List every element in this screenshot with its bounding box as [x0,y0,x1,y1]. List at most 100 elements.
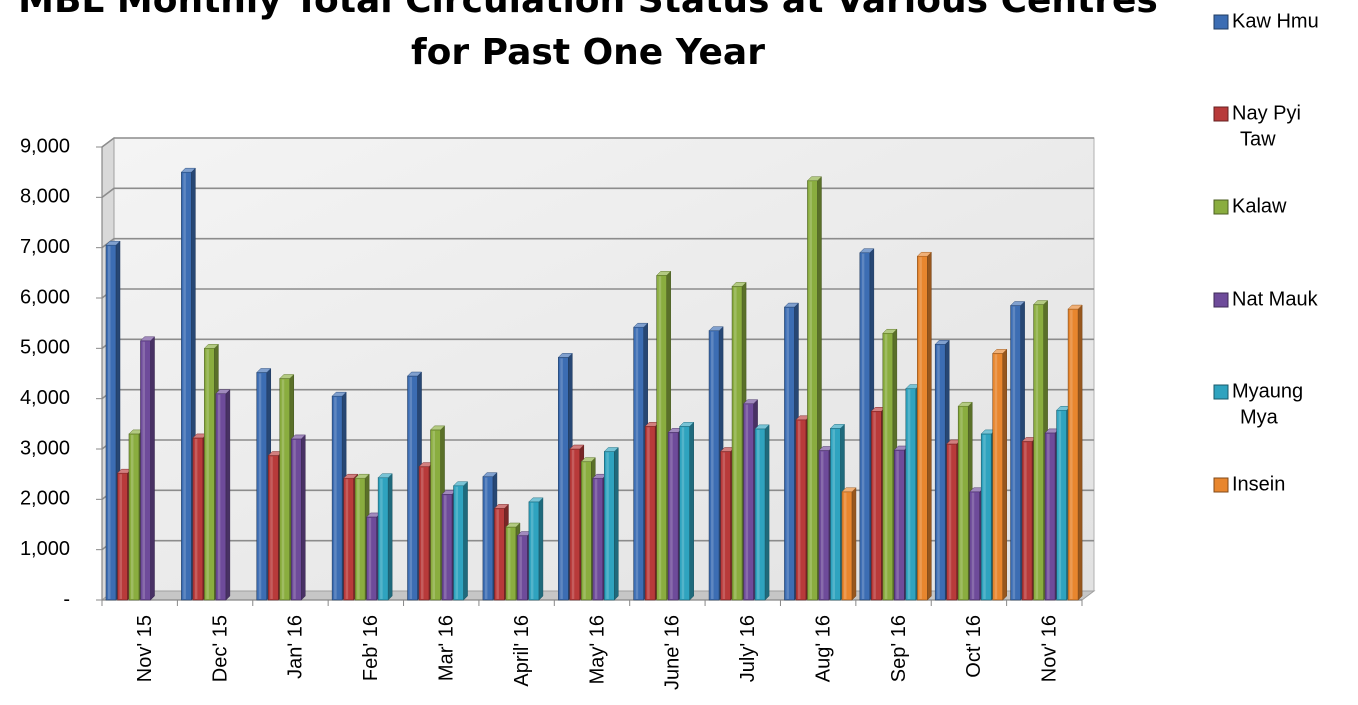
legend-label: Kalaw [1232,195,1287,217]
bar-nat-mauk [215,389,231,601]
gridline [101,187,1094,198]
bar-front [1033,304,1044,601]
x-tick-label: Oct' 16 [963,615,985,678]
bar-highlight [971,492,975,599]
bar-front [841,491,853,601]
bar-highlight [809,181,812,599]
bar-front [517,535,528,601]
legend-label: Kaw Hmu [1232,10,1319,32]
bar-highlight [357,479,360,599]
bar-front [754,428,766,601]
x-tick-label: Nov' 15 [134,615,156,682]
bar-top [331,391,347,397]
bar-top [633,322,649,328]
bar-front [1021,441,1033,601]
bar-top [203,344,219,349]
bar-highlight [131,434,134,599]
bar-front [343,477,354,601]
bar-front [1056,409,1067,601]
bar-top [1067,304,1083,310]
bar-highlight [217,394,221,599]
bar-myaung-mya [603,446,619,601]
bar-top [679,422,695,427]
bar-top [290,434,306,440]
bar-front [656,275,667,601]
bar-highlight [820,451,824,599]
y-tick-label: - [63,588,70,610]
bar-top [829,424,846,429]
bar-front [667,432,679,601]
bar-highlight [734,287,737,599]
bar-highlight [484,477,488,599]
bar-front [290,438,302,601]
bar-highlight [647,427,650,599]
legend-item-insein: Insein [1213,473,1285,495]
bar-front [807,180,818,601]
bar-highlight [797,420,801,599]
x-tick-label: June' 16 [662,615,684,690]
bar-front [592,477,604,601]
bar-top [105,240,121,246]
bar-top [603,447,619,452]
bar-top [452,481,469,486]
bar-highlight [635,328,639,599]
legend-label: Mya [1240,406,1279,428]
bar-highlight [994,354,998,599]
y-tick-label: 6,000 [20,286,70,308]
bar-highlight [722,452,726,599]
bar-kalaw [806,176,823,601]
legend-label: Nat Mauk [1232,288,1319,310]
bar-front [105,244,117,601]
bar-highlight [507,528,511,599]
legend-label: Myaung [1232,380,1303,402]
x-tick-label: July' 16 [737,615,759,682]
bar-highlight [530,502,534,599]
legend-item-kaw-hmu: Kaw Hmu [1213,10,1319,32]
bar-top [180,167,196,173]
bar-side [927,251,932,601]
bar-insein [1067,304,1083,601]
bar-front [633,326,644,601]
bar-highlight [658,276,662,599]
bar-highlight [183,173,186,599]
x-tick-label: Jan' 16 [285,615,307,679]
bar-front [818,450,830,601]
bar-highlight [281,379,285,599]
bar-insein [992,348,1008,601]
bar-side [614,446,619,601]
bar-top [528,497,544,503]
bar-front [894,449,905,601]
bar-top [406,371,423,377]
bar-highlight [861,253,865,599]
bar-highlight [432,430,436,599]
bar-side [1077,304,1083,601]
bar-highlight [832,429,835,599]
bar-highlight [571,450,575,599]
bar-nat-mauk [139,336,156,601]
bar-front [946,443,958,601]
chart-title-line-1: MBL Monthly Total Circulation Status at … [18,0,1158,21]
bar-front [140,340,151,601]
bar-highlight [1024,442,1027,599]
bar-front [957,405,969,601]
bar-front [917,255,928,601]
bar-front [731,286,743,601]
bar-top [742,399,759,404]
bar-highlight [583,462,586,599]
bar-front [1044,432,1056,601]
bar-top [708,326,724,331]
bar-highlight [1047,433,1050,599]
bar-front [784,306,795,601]
bar-front [494,508,505,601]
bar-highlight [345,479,349,599]
bar-top [992,349,1008,354]
x-tick-label: April' 16 [511,615,533,687]
y-tick-label: 1,000 [20,538,70,560]
bar-top [429,425,446,431]
bar-side [764,424,770,601]
bar-front [992,353,1004,601]
bar-side [689,421,694,601]
bar-top [569,444,585,450]
y-tick-label: 9,000 [20,135,70,157]
